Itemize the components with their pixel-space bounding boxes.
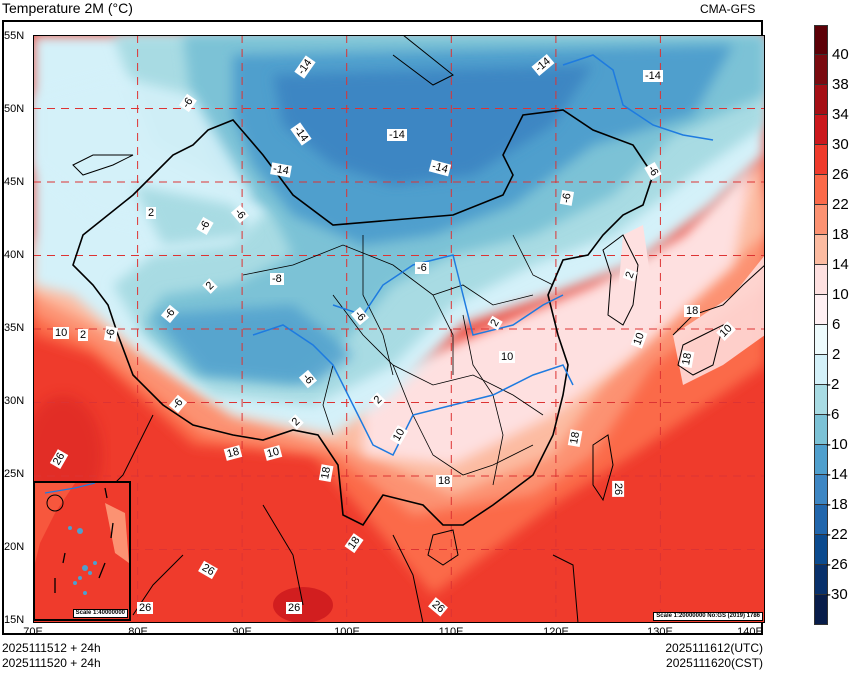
valid-time-utc: 2025111612(UTC) (665, 641, 763, 655)
contour-label: 2 (78, 329, 89, 341)
inset-scale-label: Scale 1:40000000 (72, 609, 128, 618)
colorbar-segment (814, 85, 828, 115)
contour-label: -8 (270, 273, 284, 285)
contour-label: 18 (684, 305, 701, 317)
colorbar-segment (814, 595, 828, 625)
lat-label-45n: 45N (4, 176, 25, 188)
colorbar-segment (814, 295, 828, 325)
lat-label-25n: 25N (4, 468, 25, 480)
lat-label-55n: 55N (4, 30, 25, 42)
plot-title: Temperature 2M (°C) (2, 0, 133, 16)
colorbar-segment (814, 205, 828, 235)
lon-label-80e: 80E (128, 626, 148, 638)
contour-label: -6 (103, 326, 118, 342)
contour-label: 26 (137, 602, 154, 614)
contour-label: -14 (387, 129, 407, 141)
colorbar-segment (814, 55, 828, 85)
colorbar-segment (814, 115, 828, 145)
contour-label: 26 (286, 602, 303, 614)
init-time-utc: 2025111512 + 24h (2, 641, 101, 655)
colorbar-segment (814, 505, 828, 535)
colorbar-segment (814, 565, 828, 595)
contour-label: 10 (499, 351, 516, 363)
colorbar-segment (814, 355, 828, 385)
colorbar-tick-label: -2 (826, 376, 840, 393)
colorbar-segment (814, 445, 828, 475)
main-scale-label: Scale 1:20000000 No:GS (2019) 1786 (653, 612, 763, 621)
colorbar-tick-label: 30 (832, 136, 849, 153)
colorbar-tick-label: -18 (826, 496, 848, 513)
colorbar-tick-label: 38 (832, 76, 849, 93)
contour-label: 26 (612, 480, 625, 498)
lon-label-120e: 120E (543, 626, 569, 638)
lon-label-110e: 110E (438, 626, 464, 638)
colorbar-tick-label: 22 (832, 196, 849, 213)
colorbar-segment (814, 175, 828, 205)
colorbar-tick-label: -14 (826, 466, 848, 483)
colorbar-segment (814, 265, 828, 295)
colorbar-tick-label: 14 (832, 256, 849, 273)
lat-label-30n: 30N (4, 395, 25, 407)
model-source: CMA-GFS (700, 2, 756, 16)
init-time-cst: 2025111520 + 24h (2, 656, 101, 670)
colorbar-segment (814, 325, 828, 355)
colorbar-tick-label: 10 (832, 286, 849, 303)
contour-label: 10 (53, 327, 70, 339)
colorbar-tick-label: 18 (832, 226, 849, 243)
colorbar-tick-label: 2 (832, 346, 841, 363)
lon-label-90e: 90E (232, 626, 252, 638)
colorbar-tick-label: 34 (832, 106, 849, 123)
contour-label: 2 (146, 207, 157, 219)
lat-label-40n: 40N (4, 249, 25, 261)
valid-time-cst: 2025111620(CST) (666, 656, 763, 670)
lon-label-130e: 130E (647, 626, 673, 638)
contour-label: -6 (559, 190, 574, 206)
colorbar-tick-label: -30 (826, 586, 848, 603)
contour-label: -6 (415, 262, 429, 274)
colorbar-segment (814, 415, 828, 445)
colorbar-segment (814, 145, 828, 175)
lat-label-20n: 20N (4, 541, 25, 553)
colorbar-tick-label: -6 (826, 406, 840, 423)
colorbar-tick-label: 6 (832, 316, 841, 333)
temperature-map: -14 -14 -14 -6 -14 -14 -14 -14 -6 -6 -6 -6 2 -6 -8 2 2 -6… (33, 35, 765, 623)
lat-label-15n: 15N (4, 614, 25, 626)
colorbar-tick-label: -22 (826, 526, 848, 543)
contour-label: -14 (643, 70, 663, 82)
lon-label-70e: 70E (23, 626, 43, 638)
colorbar-tick-label: 26 (832, 166, 849, 183)
contour-label: 18 (436, 475, 453, 487)
colorbar-segment (814, 385, 828, 415)
colorbar-segment (814, 475, 828, 505)
lat-label-50n: 50N (4, 103, 25, 115)
colorbar (814, 25, 828, 625)
south-china-sea-inset: Scale 1:40000000 (33, 481, 131, 621)
colorbar-tick-label: 40 (832, 46, 849, 63)
lat-label-35n: 35N (4, 322, 25, 334)
colorbar-tick-label: -26 (826, 556, 848, 573)
colorbar-segment (814, 235, 828, 265)
colorbar-segment (814, 25, 828, 55)
colorbar-tick-label: -10 (826, 436, 848, 453)
lon-label-140e: 140E (737, 626, 763, 638)
colorbar-segment (814, 535, 828, 565)
lon-label-100e: 100E (334, 626, 360, 638)
